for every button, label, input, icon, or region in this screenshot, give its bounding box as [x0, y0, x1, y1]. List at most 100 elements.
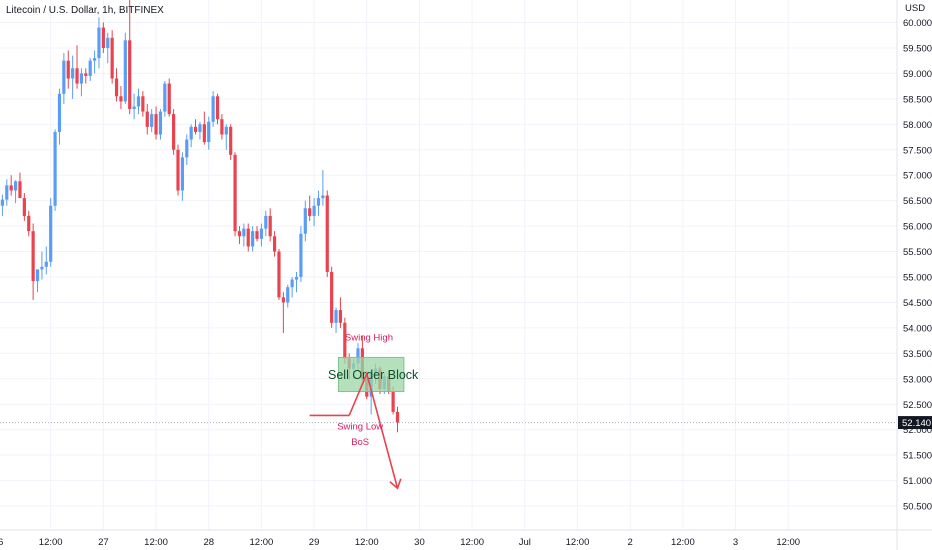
- candle-body: [202, 124, 206, 143]
- candle-body: [92, 58, 97, 61]
- candle-body: [101, 27, 105, 48]
- candle-body: [114, 78, 119, 97]
- candle-body: [233, 154, 237, 232]
- candle-body: [44, 261, 48, 267]
- time-tick-label: 12:00: [671, 537, 695, 548]
- price-tick-label: 50.500: [903, 502, 932, 513]
- price-tick-label: 58.500: [903, 94, 932, 105]
- price-tick-label: 52.000: [903, 425, 932, 436]
- candle-body: [18, 181, 22, 199]
- price-tick-label: 60.000: [903, 18, 932, 29]
- projection-arrowhead: [389, 478, 402, 490]
- candle-body: [123, 40, 127, 102]
- bos-label: BoS: [351, 437, 369, 448]
- last-price-label: 52.140: [902, 418, 931, 429]
- candle-body: [132, 106, 136, 110]
- candle-body: [128, 40, 132, 110]
- candle-body: [321, 195, 325, 199]
- candle-body: [286, 287, 290, 303]
- candle-body: [35, 269, 40, 282]
- candle-body: [0, 199, 4, 206]
- last-price-badge: [898, 416, 932, 430]
- candle-body: [391, 391, 395, 412]
- time-tick-label: 27: [98, 537, 109, 548]
- price-tick-label: 54.000: [903, 323, 932, 334]
- price-tick-label: 56.500: [903, 196, 932, 207]
- candle-body: [13, 181, 18, 191]
- time-tick-label: 12:00: [460, 537, 484, 548]
- time-tick-label: 12:00: [250, 537, 274, 548]
- chart-grid: [0, 0, 897, 530]
- candle-body: [338, 310, 343, 323]
- price-tick-label: 52.500: [903, 400, 932, 411]
- candle-body: [220, 119, 224, 135]
- time-tick-label: 2: [628, 537, 633, 548]
- candle-body: [246, 228, 250, 247]
- candle-body: [356, 348, 360, 364]
- candle-body: [79, 73, 84, 84]
- candle-body: [71, 68, 75, 79]
- time-tick-label: 28: [203, 537, 214, 548]
- candle-body: [189, 126, 193, 140]
- time-tick-label: Jul: [519, 537, 531, 548]
- price-tick-label: 58.000: [903, 120, 932, 131]
- time-tick-label: 12:00: [566, 537, 590, 548]
- candle-body: [268, 215, 272, 237]
- candle-body: [215, 96, 220, 120]
- candle-body: [207, 121, 211, 143]
- candle-body: [334, 310, 338, 323]
- candle-body: [9, 185, 13, 191]
- candle-body: [316, 198, 321, 206]
- candle-body: [84, 73, 88, 76]
- candle-body: [237, 231, 242, 237]
- candle-body: [224, 126, 228, 135]
- price-tick-label: 54.500: [903, 298, 932, 309]
- swing-high-label: Swing High: [345, 333, 393, 344]
- candle-body: [145, 111, 149, 127]
- swing-low-label: Swing Low: [337, 422, 383, 433]
- time-tick-label: 12:00: [144, 537, 168, 548]
- price-tick-label: 53.000: [903, 374, 932, 385]
- candle-body: [242, 228, 246, 237]
- candle-body: [251, 231, 255, 247]
- candle-body: [330, 271, 334, 323]
- candle-body: [75, 68, 79, 84]
- candle-body: [49, 205, 53, 262]
- candle-body: [193, 126, 198, 132]
- candle-body: [185, 139, 189, 158]
- candle-body: [312, 205, 316, 216]
- candle-body: [163, 83, 167, 112]
- time-tick-label: 12:00: [39, 537, 63, 548]
- candle-body: [395, 411, 400, 423]
- candle-body: [158, 111, 163, 135]
- candle-body: [290, 279, 294, 288]
- time-tick-label: 12:00: [776, 537, 800, 548]
- candle-body: [5, 185, 9, 200]
- time-tick-label: 3: [733, 537, 738, 548]
- candle-body: [154, 114, 158, 135]
- candle-body: [299, 233, 303, 277]
- price-tick-label: 59.500: [903, 43, 932, 54]
- price-tick-label: 51.000: [903, 476, 932, 487]
- price-tick-label: 51.500: [903, 451, 932, 462]
- price-tick-label: 55.500: [903, 247, 932, 258]
- candle-body: [264, 215, 268, 229]
- candle-body: [272, 236, 277, 252]
- price-tick-label: 59.000: [903, 69, 932, 80]
- candle-body: [106, 37, 110, 48]
- candle-body: [303, 208, 307, 234]
- candle-body: [57, 93, 62, 132]
- candle-body: [150, 114, 154, 127]
- candle-body: [119, 96, 123, 102]
- time-tick-label: 26: [0, 537, 3, 548]
- candle-body: [325, 195, 329, 272]
- candle-body: [22, 198, 26, 216]
- price-tick-label: 53.500: [903, 349, 932, 360]
- candle-body: [294, 277, 299, 280]
- candle-body: [136, 96, 141, 107]
- price-tick-label: 57.500: [903, 145, 932, 156]
- candle-body: [53, 131, 57, 206]
- price-tick-label: 57.000: [903, 171, 932, 182]
